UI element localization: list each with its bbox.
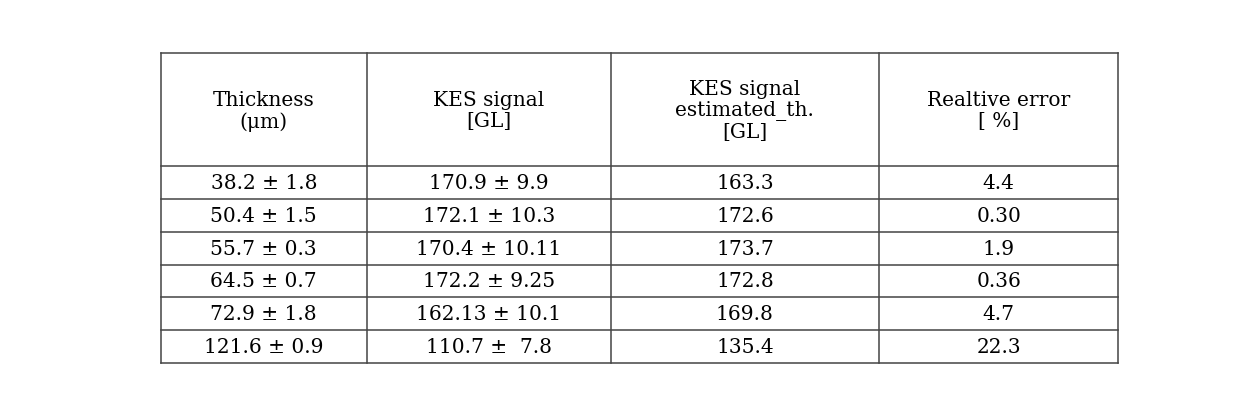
Text: 110.7 ±  7.8: 110.7 ± 7.8 [426, 337, 552, 356]
Text: 163.3: 163.3 [716, 174, 774, 193]
Text: 162.13 ± 10.1: 162.13 ± 10.1 [417, 304, 562, 323]
Text: 55.7 ± 0.3: 55.7 ± 0.3 [211, 239, 317, 258]
Text: KES signal: KES signal [689, 80, 800, 98]
Text: 72.9 ± 1.8: 72.9 ± 1.8 [211, 304, 317, 323]
Text: 121.6 ± 0.9: 121.6 ± 0.9 [203, 337, 323, 356]
Text: [ %]: [ %] [978, 112, 1020, 131]
Text: 170.4 ± 10.11: 170.4 ± 10.11 [416, 239, 562, 258]
Text: 172.6: 172.6 [716, 206, 774, 225]
Text: 172.1 ± 10.3: 172.1 ± 10.3 [423, 206, 555, 225]
Text: 169.8: 169.8 [716, 304, 774, 323]
Text: 4.7: 4.7 [982, 304, 1015, 323]
Text: 135.4: 135.4 [716, 337, 774, 356]
Text: (μm): (μm) [240, 112, 288, 131]
Text: 64.5 ± 0.7: 64.5 ± 0.7 [211, 272, 317, 291]
Text: 173.7: 173.7 [716, 239, 774, 258]
Text: [GL]: [GL] [723, 123, 768, 142]
Text: 0.30: 0.30 [976, 206, 1021, 225]
Text: 0.36: 0.36 [976, 272, 1021, 291]
Text: [GL]: [GL] [467, 112, 512, 131]
Text: 22.3: 22.3 [976, 337, 1021, 356]
Text: 172.8: 172.8 [716, 272, 774, 291]
Text: 170.9 ± 9.9: 170.9 ± 9.9 [429, 174, 549, 193]
Text: KES signal: KES signal [433, 90, 544, 109]
Text: 38.2 ± 1.8: 38.2 ± 1.8 [211, 174, 317, 193]
Text: 4.4: 4.4 [982, 174, 1015, 193]
Text: Realtive error: Realtive error [927, 90, 1071, 109]
Text: 1.9: 1.9 [982, 239, 1015, 258]
Text: estimated_th.: estimated_th. [675, 101, 815, 121]
Text: 172.2 ± 9.25: 172.2 ± 9.25 [423, 272, 555, 291]
Text: 50.4 ± 1.5: 50.4 ± 1.5 [211, 206, 317, 225]
Text: Thickness: Thickness [213, 90, 314, 109]
